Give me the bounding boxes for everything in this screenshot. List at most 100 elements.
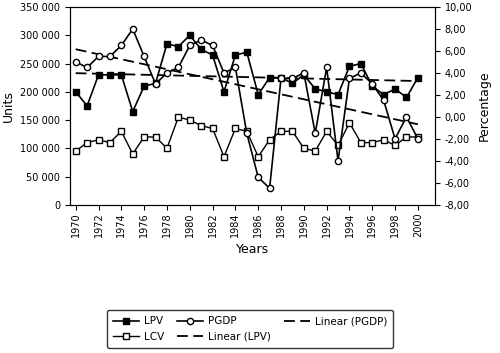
LPV — [164, 42, 170, 46]
LPV — [380, 92, 386, 97]
LCV — [392, 143, 398, 148]
LCV — [84, 140, 90, 145]
LCV — [324, 129, 330, 133]
LPV — [96, 73, 102, 77]
LPV — [141, 84, 147, 88]
LCV — [301, 146, 307, 150]
PGDP — [96, 54, 102, 59]
PGDP — [152, 82, 158, 86]
LCV — [278, 129, 284, 133]
LCV — [118, 129, 124, 133]
LPV — [335, 92, 341, 97]
LPV — [358, 61, 364, 66]
PGDP — [72, 60, 78, 64]
X-axis label: Years: Years — [236, 243, 269, 256]
PGDP — [346, 76, 352, 80]
PGDP — [84, 65, 90, 70]
LPV — [244, 50, 250, 54]
LPV — [266, 76, 272, 80]
LPV — [415, 76, 421, 80]
LPV — [107, 73, 113, 77]
LPV — [118, 73, 124, 77]
PGDP — [255, 175, 261, 179]
LCV — [312, 149, 318, 153]
LCV — [380, 138, 386, 142]
LPV — [198, 47, 204, 52]
LPV — [72, 90, 78, 94]
LPV — [152, 81, 158, 85]
PGDP — [380, 98, 386, 102]
LPV — [312, 87, 318, 91]
LPV — [370, 84, 376, 88]
Line: LCV: LCV — [72, 114, 421, 160]
PGDP — [358, 71, 364, 75]
Line: LPV: LPV — [72, 32, 421, 115]
LPV — [210, 53, 216, 57]
Line: PGDP: PGDP — [72, 26, 421, 191]
PGDP — [176, 65, 182, 70]
LCV — [107, 140, 113, 145]
Y-axis label: Units: Units — [2, 90, 15, 122]
LPV — [84, 104, 90, 108]
LCV — [404, 135, 409, 139]
PGDP — [324, 65, 330, 70]
LPV — [324, 90, 330, 94]
PGDP — [164, 71, 170, 75]
LCV — [164, 146, 170, 150]
LPV — [221, 90, 227, 94]
PGDP — [118, 43, 124, 48]
LPV — [404, 95, 409, 100]
LCV — [370, 140, 376, 145]
LPV — [232, 53, 238, 57]
PGDP — [130, 27, 136, 31]
LCV — [187, 118, 193, 122]
LCV — [210, 126, 216, 131]
LCV — [335, 143, 341, 148]
LCV — [221, 155, 227, 159]
LCV — [96, 138, 102, 142]
LCV — [266, 138, 272, 142]
PGDP — [415, 137, 421, 141]
LPV — [130, 109, 136, 114]
PGDP — [198, 38, 204, 42]
Y-axis label: Percentage: Percentage — [478, 71, 491, 141]
LPV — [255, 92, 261, 97]
LCV — [152, 135, 158, 139]
LPV — [392, 87, 398, 91]
LCV — [255, 155, 261, 159]
LCV — [176, 115, 182, 119]
PGDP — [370, 82, 376, 86]
LCV — [130, 152, 136, 156]
LCV — [415, 135, 421, 139]
LPV — [176, 44, 182, 49]
LCV — [198, 124, 204, 128]
PGDP — [301, 71, 307, 75]
LCV — [290, 129, 296, 133]
LPV — [278, 76, 284, 80]
PGDP — [210, 43, 216, 48]
LPV — [301, 73, 307, 77]
PGDP — [141, 54, 147, 59]
PGDP — [392, 137, 398, 141]
LPV — [187, 33, 193, 37]
PGDP — [107, 54, 113, 59]
LCV — [358, 140, 364, 145]
PGDP — [221, 71, 227, 75]
PGDP — [290, 76, 296, 80]
LCV — [72, 149, 78, 153]
PGDP — [335, 159, 341, 163]
PGDP — [278, 76, 284, 80]
PGDP — [244, 131, 250, 136]
PGDP — [266, 186, 272, 190]
LPV — [290, 81, 296, 85]
LCV — [232, 126, 238, 131]
PGDP — [187, 43, 193, 48]
LCV — [141, 135, 147, 139]
PGDP — [232, 65, 238, 70]
LCV — [346, 121, 352, 125]
Legend: LPV, LCV, PGDP, Linear (LPV), Linear (PGDP): LPV, LCV, PGDP, Linear (LPV), Linear (PG… — [106, 310, 394, 348]
PGDP — [312, 131, 318, 136]
LPV — [346, 64, 352, 68]
LCV — [244, 129, 250, 133]
PGDP — [404, 115, 409, 119]
